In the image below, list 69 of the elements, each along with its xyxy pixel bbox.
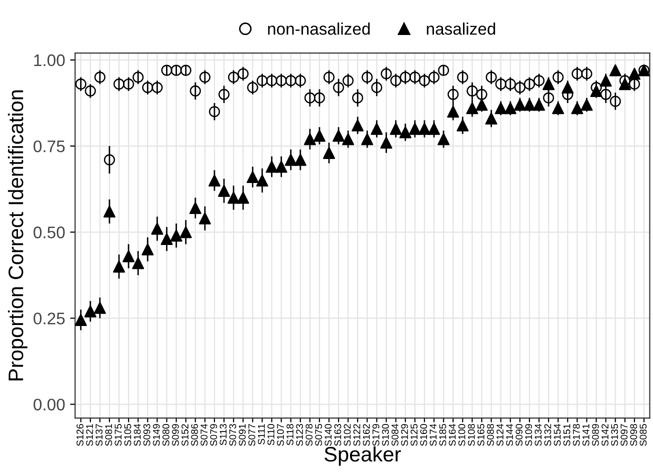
y-tick-label: 1.00 xyxy=(34,54,65,66)
x-tick-label: S140 xyxy=(324,424,332,446)
x-tick-label: S097 xyxy=(620,424,628,446)
x-tick-label: S079 xyxy=(210,424,218,446)
legend-label: non-nasalized xyxy=(268,22,370,35)
x-tick-label: S141 xyxy=(582,424,590,446)
x-axis-title: Speaker xyxy=(324,446,401,466)
x-tick-label: S100 xyxy=(458,424,466,446)
x-tick-label: S142 xyxy=(602,424,608,446)
y-tick-label: 0.75 xyxy=(34,140,65,152)
x-tick-label: S174 xyxy=(430,424,437,446)
x-tick-label: S109 xyxy=(525,424,532,446)
x-tick-label: S125 xyxy=(410,424,418,446)
x-tick-label: S081 xyxy=(105,424,112,446)
x-tick-label: S152 xyxy=(182,424,188,446)
legend-label: nasalized xyxy=(426,22,496,35)
x-tick-label: S105 xyxy=(124,424,132,446)
x-tick-label: S108 xyxy=(468,424,475,446)
x-tick-label: S089 xyxy=(592,424,599,446)
x-tick-label: S144 xyxy=(506,424,513,446)
x-tick-label: S118 xyxy=(286,424,294,446)
x-tick-label: S091 xyxy=(238,424,246,446)
x-tick-label: S102 xyxy=(344,424,351,446)
x-tick-label: S178 xyxy=(572,424,580,446)
x-tick-label: S126 xyxy=(76,424,84,446)
y-tick-label: 0.25 xyxy=(34,312,65,324)
x-tick-label: S093 xyxy=(143,424,150,446)
x-tick-label: S160 xyxy=(420,424,428,446)
x-tick-label: S085 xyxy=(640,424,647,446)
x-tick-label: S107 xyxy=(277,424,284,446)
x-tick-label: S124 xyxy=(496,424,504,446)
x-tick-label: S163 xyxy=(334,424,342,446)
x-tick-label: S110 xyxy=(267,424,274,446)
x-tick-label: S123 xyxy=(296,424,303,446)
x-tick-label: S175 xyxy=(114,424,122,446)
x-tick-label: S074 xyxy=(200,424,208,446)
x-tick-label: S149 xyxy=(152,424,160,446)
x-tick-label: S164 xyxy=(448,424,456,446)
x-tick-label: S084 xyxy=(392,424,398,446)
x-tick-label: S113 xyxy=(220,424,227,446)
x-tick-label: S137 xyxy=(96,424,103,446)
x-tick-label: S132 xyxy=(544,424,552,446)
x-tick-label: S075 xyxy=(315,424,322,446)
x-tick-label: S122 xyxy=(353,424,360,446)
x-tick-label: S179 xyxy=(372,424,380,446)
x-tick-label: S130 xyxy=(382,424,389,446)
x-tick-label: S154 xyxy=(554,424,561,446)
x-tick-label: S073 xyxy=(229,424,236,446)
x-tick-label: S185 xyxy=(439,424,446,446)
x-tick-label: S162 xyxy=(362,424,370,446)
y-tick-label: 0.50 xyxy=(34,226,65,238)
x-tick-label: S121 xyxy=(86,424,93,446)
x-tick-label: S151 xyxy=(563,424,570,446)
x-tick-label: S184 xyxy=(134,424,141,446)
x-tick-label: S080 xyxy=(162,424,170,446)
x-tick-label: S134 xyxy=(534,424,542,446)
x-tick-label: S098 xyxy=(630,424,638,446)
x-tick-label: S086 xyxy=(191,424,198,446)
x-tick-label: S099 xyxy=(172,424,179,446)
x-tick-label: S129 xyxy=(401,424,408,446)
x-tick-label: S090 xyxy=(516,424,523,446)
x-tick-label: S135 xyxy=(611,424,618,446)
x-tick-label: S111 xyxy=(258,424,265,444)
x-tick-label: S078 xyxy=(306,424,313,446)
x-tick-label: S165 xyxy=(477,424,484,446)
y-axis-title: Proportion Correct Identification xyxy=(8,90,28,380)
y-tick-label: 0.00 xyxy=(34,398,65,410)
x-tick-label: S088 xyxy=(487,424,494,446)
x-tick-label: S077 xyxy=(248,424,256,446)
